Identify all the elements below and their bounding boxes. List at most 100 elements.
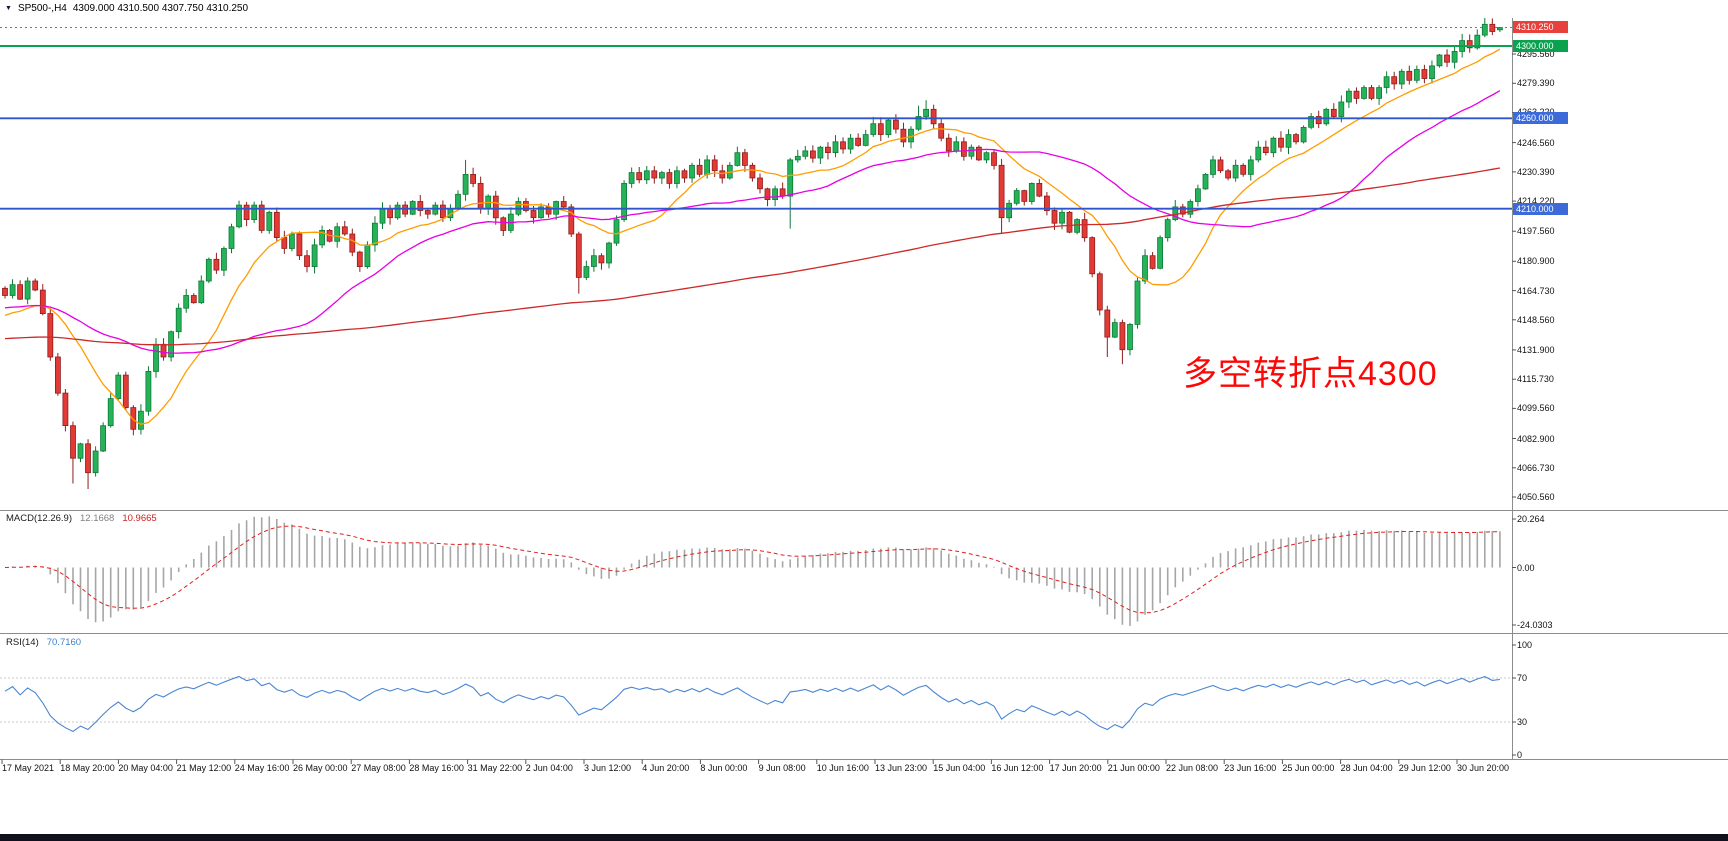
candle-body bbox=[847, 137, 854, 150]
candle-body bbox=[349, 233, 356, 253]
candle-body bbox=[55, 356, 61, 394]
candle-body bbox=[1315, 116, 1322, 125]
candle-body bbox=[711, 159, 718, 172]
candle-body bbox=[417, 201, 424, 211]
candle-body bbox=[983, 152, 990, 161]
candle-body bbox=[1081, 219, 1088, 239]
candle-body bbox=[1391, 76, 1398, 85]
candle-body bbox=[606, 242, 612, 264]
candle-body bbox=[1262, 146, 1269, 153]
candle-body bbox=[1361, 87, 1367, 99]
candle-body bbox=[137, 410, 144, 430]
candle-body bbox=[1074, 219, 1080, 233]
candle-body bbox=[666, 172, 673, 184]
ma-line-12 bbox=[4, 48, 1501, 425]
candle-body bbox=[266, 211, 273, 231]
candle-body bbox=[1013, 190, 1020, 204]
candle-body bbox=[288, 233, 295, 249]
candle-body bbox=[1089, 237, 1096, 275]
candle-body bbox=[877, 123, 884, 135]
candle-body bbox=[364, 244, 371, 267]
candle-body bbox=[319, 229, 326, 246]
candle-body bbox=[1474, 34, 1481, 49]
ohlc-values: 4309.000 4310.500 4307.750 4310.250 bbox=[72, 3, 249, 14]
candle-body bbox=[742, 152, 748, 166]
candle-body bbox=[772, 188, 778, 201]
candle-body bbox=[681, 170, 688, 179]
candle-body bbox=[523, 201, 529, 211]
candle-body bbox=[304, 255, 310, 267]
candle-body bbox=[1368, 87, 1375, 99]
candle-body bbox=[175, 307, 182, 333]
candle-body bbox=[220, 248, 227, 271]
candle-body bbox=[900, 128, 907, 143]
candle-body bbox=[1353, 90, 1360, 99]
candle-body bbox=[568, 206, 575, 235]
candle-body bbox=[470, 173, 477, 184]
candle-body bbox=[953, 141, 960, 152]
candle-body bbox=[945, 137, 952, 152]
candle-body bbox=[1436, 54, 1443, 67]
candle-body bbox=[1481, 23, 1488, 36]
candle-body bbox=[757, 177, 763, 190]
candle-body bbox=[1006, 202, 1012, 219]
candle-body bbox=[1225, 170, 1231, 179]
candle-body bbox=[236, 204, 242, 228]
candle-body bbox=[1466, 40, 1473, 49]
candle-body bbox=[1036, 182, 1043, 197]
candle-body bbox=[85, 443, 91, 474]
candle-body bbox=[893, 119, 899, 130]
candle-body bbox=[719, 170, 726, 179]
macd-signal-line bbox=[4, 525, 1500, 614]
collapse-ohlc-icon[interactable]: ▼ bbox=[5, 5, 12, 12]
candle-body bbox=[258, 204, 265, 231]
candle-body bbox=[1338, 101, 1345, 117]
candle-body bbox=[1051, 210, 1058, 224]
candle-body bbox=[764, 188, 771, 201]
macd-signal-value: 10.9665 bbox=[122, 513, 157, 524]
bottom-edge-bar bbox=[0, 834, 1728, 841]
candle-body bbox=[24, 280, 31, 300]
candle-body bbox=[1278, 137, 1284, 148]
candle-body bbox=[1376, 87, 1382, 99]
candle-body bbox=[153, 343, 159, 372]
rsi-indicator-label: RSI(14) 70.7160 bbox=[6, 637, 81, 648]
rsi-line bbox=[4, 675, 1500, 733]
candle-body bbox=[394, 204, 401, 219]
candle-body bbox=[1270, 137, 1277, 154]
candle-body bbox=[1164, 219, 1171, 239]
candle-body bbox=[1172, 206, 1179, 220]
candle-body bbox=[643, 170, 650, 181]
candle-body bbox=[621, 182, 627, 220]
candle-body bbox=[560, 201, 567, 208]
candle-body bbox=[1202, 173, 1209, 190]
candle-body bbox=[915, 116, 922, 130]
candle-body bbox=[1104, 309, 1111, 338]
candle-body bbox=[1044, 195, 1050, 212]
candle-body bbox=[1300, 127, 1307, 143]
candle-body bbox=[115, 374, 122, 400]
candle-body bbox=[251, 204, 258, 221]
candle-body bbox=[923, 108, 929, 117]
candle-body bbox=[500, 217, 507, 231]
candle-body bbox=[1323, 108, 1330, 125]
candle-body bbox=[1444, 54, 1450, 63]
candle-body bbox=[991, 152, 997, 166]
candle-body bbox=[862, 134, 869, 146]
main-chart-layer[interactable] bbox=[2, 17, 1503, 489]
candle-body bbox=[930, 108, 937, 125]
candle-body bbox=[613, 219, 620, 244]
candle-body bbox=[1255, 146, 1262, 161]
candle-body bbox=[628, 172, 635, 184]
candle-body bbox=[538, 206, 544, 219]
candle-body bbox=[356, 251, 363, 268]
candle-body bbox=[1028, 182, 1035, 202]
candle-body bbox=[779, 188, 786, 197]
candle-body bbox=[47, 313, 54, 358]
candle-body bbox=[1383, 76, 1390, 88]
candle-body bbox=[1398, 70, 1405, 85]
candle-body bbox=[651, 170, 658, 179]
candle-body bbox=[961, 141, 967, 157]
candle-body bbox=[160, 343, 167, 358]
